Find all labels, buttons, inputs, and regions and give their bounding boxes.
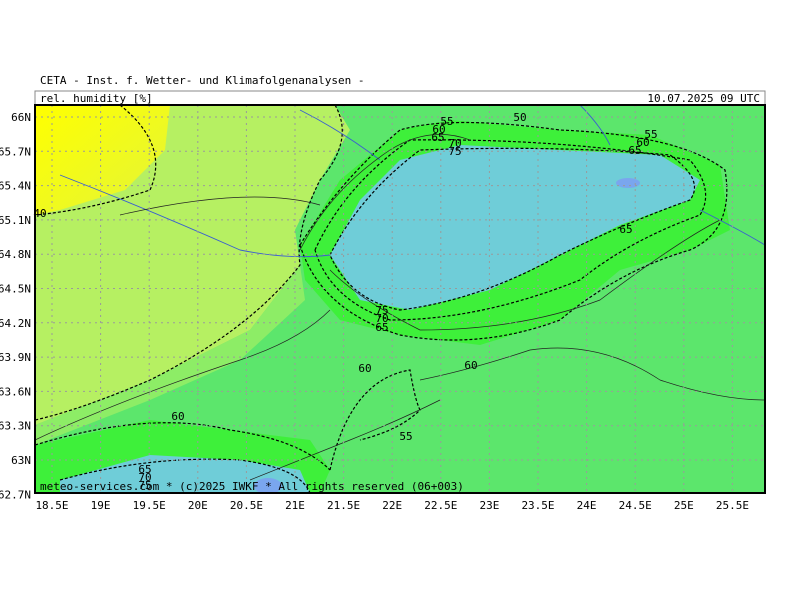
lon-label: 20E [188,499,208,512]
lat-label: 64.8N [0,248,31,261]
border [249,347,765,481]
field-wet [330,145,700,310]
lat-label: 66N [11,111,31,124]
isoline [35,105,343,421]
grid [35,105,765,493]
contour-label: 70 [448,137,461,150]
lat-label: 63.9N [0,351,31,364]
lon-label: 21.5E [327,499,360,512]
isoline [299,121,728,341]
lon-label: 22E [382,499,402,512]
isoline [329,369,421,471]
parameter-label: rel. humidity [%] [40,92,153,105]
contour-label: 60 [171,410,184,423]
lon-label: 23.5E [521,499,554,512]
contour-label: 55 [644,128,657,141]
contour-label: 75 [375,304,388,317]
lon-label: 24.5E [619,499,652,512]
contour-label: 60 [432,123,445,136]
lon-label: 21E [285,499,305,512]
contour-label: 60 [358,362,371,375]
lon-label: 19.5E [133,499,166,512]
contour-label: 55 [399,430,412,443]
coastline [35,134,721,441]
river [299,109,381,161]
contour-label: 70 [138,471,151,484]
header-title: CETA - Inst. f. Wetter- und Klimafolgena… [40,74,365,87]
lon-label: 24E [577,499,597,512]
lat-label: 63.3N [0,420,31,433]
contour-label: 75 [448,145,461,158]
valid-time: 10.07.2025 09 UTC [647,92,760,105]
lon-label: 25E [674,499,694,512]
contour-label: 50 [513,111,526,124]
field-band [35,265,305,445]
contour-label: 55 [440,115,453,128]
contour-label: 60 [636,136,649,149]
lon-label: 18.5E [35,499,68,512]
isoline [35,105,157,216]
contour-label: 65 [431,131,444,144]
field-wet-south [60,455,310,493]
axis-labels: 66N 65.7N 65.4N 65.1N 64.8N 64.5N 64.2N 63.9N 63… [0,111,749,512]
copyright-footer: meteo-services.com * (c)2025 IWKF * All … [40,480,464,493]
contour-label: 60 [464,359,477,372]
field-spot [254,478,282,493]
isoline [35,422,331,471]
lon-label: 23E [479,499,499,512]
field-lake [616,178,640,188]
lat-label: 63.6N [0,385,31,398]
contour-label: 75 [138,479,151,492]
river [699,209,765,246]
lon-label: 19E [91,499,111,512]
contour-label: 65 [375,321,388,334]
lat-label: 64.5N [0,283,31,296]
contour-label: 40 [33,207,46,220]
contour-label: 65 [138,463,151,476]
lat-label: 65.1N [0,214,31,227]
map-frame [34,104,766,494]
river [59,174,331,258]
lon-label: 20.5E [230,499,263,512]
contour-label: 65 [628,144,641,157]
lon-label: 22.5E [424,499,457,512]
lat-label: 63N [11,454,31,467]
lat-label: 65.7N [0,145,31,158]
border [119,196,321,216]
field-yellow [35,105,170,215]
lat-label: 62.7N [0,488,31,501]
isoline [329,147,695,311]
isoline [59,458,311,493]
lat-label: 65.4N [0,180,31,193]
contour-label: 70 [375,312,388,325]
lon-label: 25.5E [716,499,749,512]
contour-label: 65 [619,223,632,236]
lat-label: 64.2N [0,317,31,330]
river [579,105,611,146]
